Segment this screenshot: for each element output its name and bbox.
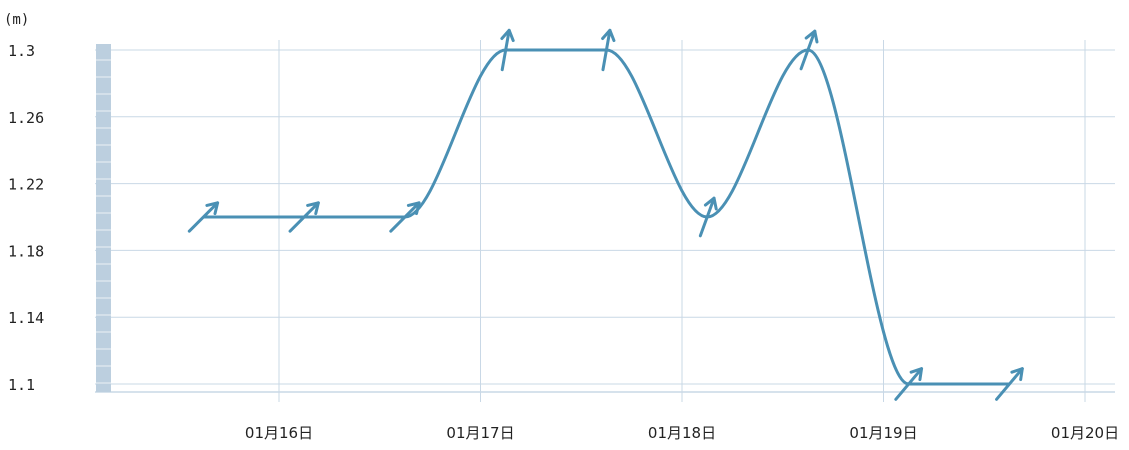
direction-arrow-shaft	[894, 367, 924, 401]
y-tick-label: 1.3	[8, 42, 35, 60]
direction-arrow-shaft	[288, 201, 320, 233]
y-tick-label: 1.26	[8, 109, 44, 127]
direction-arrow	[799, 29, 819, 71]
direction-arrow-shaft	[500, 28, 511, 72]
direction-arrow-shaft	[799, 29, 817, 71]
x-tick-label: 01月18日	[648, 424, 716, 442]
y-tick-label: 1.18	[8, 242, 44, 260]
direction-arrows	[187, 28, 1024, 401]
direction-arrow-shaft	[187, 201, 220, 233]
grid	[95, 40, 1115, 402]
y-tick-label: 1.1	[8, 376, 35, 394]
direction-arrow	[288, 201, 320, 233]
x-tick-label: 01月20日	[1051, 424, 1119, 442]
direction-arrow	[187, 201, 220, 233]
series-line	[203, 48, 1010, 386]
y-tick-labels: 1.3 1.26 1.22 1.18 1.14 1.1	[8, 42, 44, 394]
direction-arrow-head	[306, 201, 320, 216]
direction-arrow-shaft	[601, 28, 612, 72]
x-tick-label: 01月17日	[446, 424, 514, 442]
direction-arrow-shaft	[698, 196, 716, 238]
direction-arrow	[698, 196, 718, 238]
x-tick-labels: 01月16日 01月17日 01月18日 01月19日 01月20日	[245, 424, 1119, 442]
direction-arrow	[894, 367, 924, 401]
x-tick-label: 01月19日	[849, 424, 917, 442]
y-axis-bar-ticks	[96, 59, 111, 384]
direction-arrow-head	[406, 201, 421, 216]
direction-arrow-shaft	[995, 367, 1024, 401]
direction-arrow-head	[1010, 367, 1024, 382]
direction-arrow	[601, 28, 616, 72]
direction-arrow-head	[205, 201, 220, 216]
y-tick-label: 1.14	[8, 309, 44, 327]
direction-arrow-shaft	[389, 201, 421, 233]
direction-arrow-head	[804, 29, 819, 44]
direction-arrow-head	[500, 28, 515, 43]
y-axis-bar	[96, 44, 111, 392]
direction-arrow	[995, 367, 1024, 401]
y-tick-label: 1.22	[8, 176, 44, 194]
direction-arrow	[389, 201, 421, 233]
direction-arrow-head	[601, 28, 616, 43]
direction-arrow-head	[909, 367, 924, 382]
y-axis-unit: (m)	[4, 12, 29, 28]
direction-arrow	[500, 28, 515, 72]
x-tick-label: 01月16日	[245, 424, 313, 442]
direction-arrow-head	[703, 196, 718, 211]
